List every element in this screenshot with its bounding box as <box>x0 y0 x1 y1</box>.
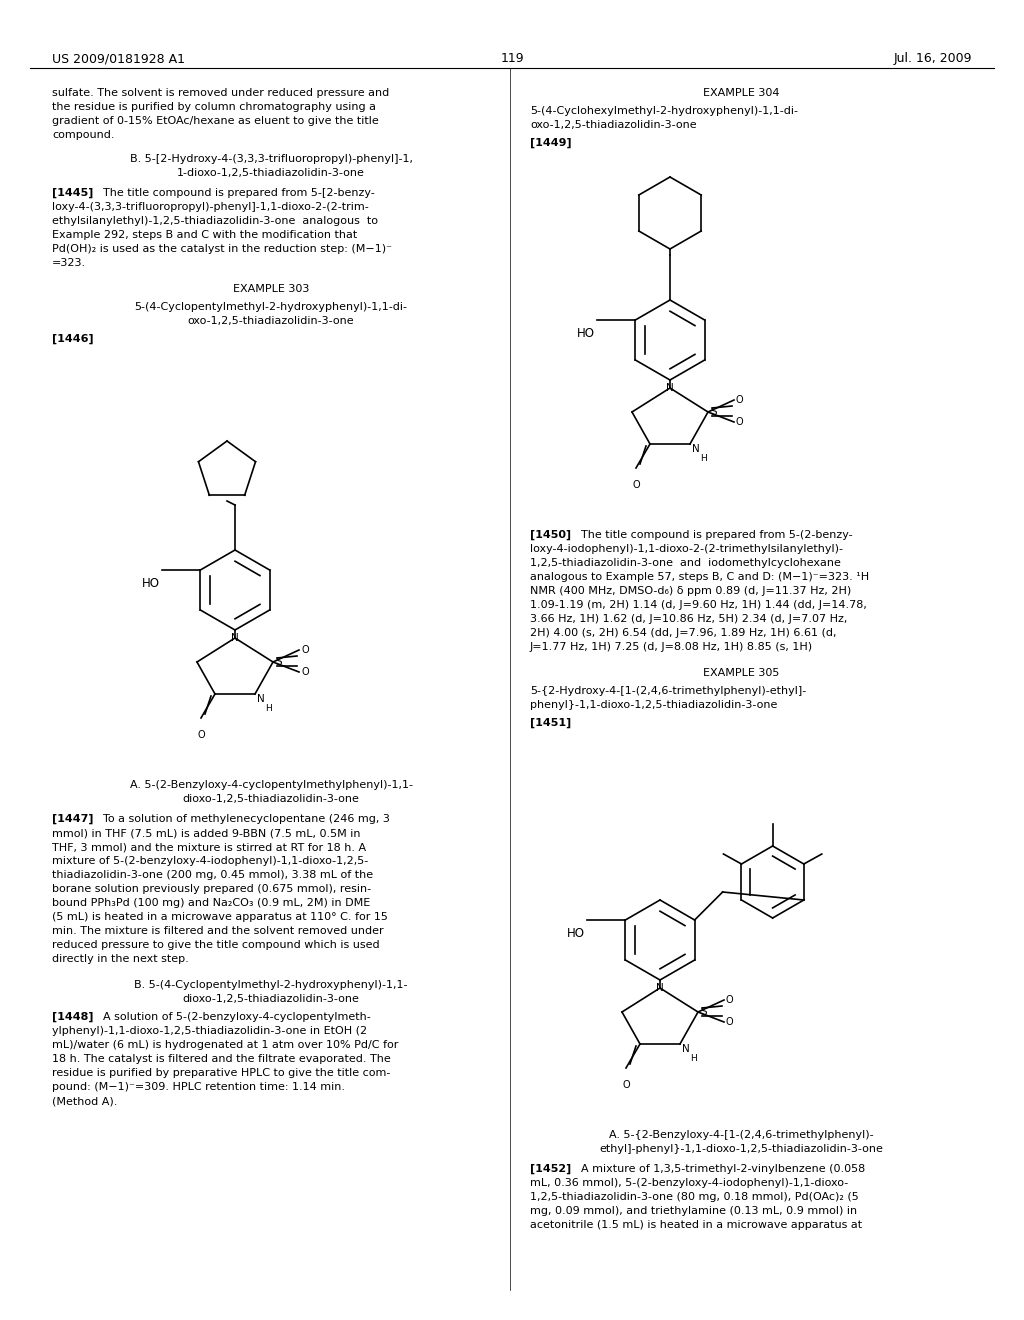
Text: Jul. 16, 2009: Jul. 16, 2009 <box>894 51 972 65</box>
Text: HO: HO <box>578 327 595 341</box>
Text: O: O <box>736 395 743 405</box>
Text: mmol) in THF (7.5 mL) is added 9-BBN (7.5 mL, 0.5M in: mmol) in THF (7.5 mL) is added 9-BBN (7.… <box>52 828 360 838</box>
Text: THF, 3 mmol) and the mixture is stirred at RT for 18 h. A: THF, 3 mmol) and the mixture is stirred … <box>52 842 367 851</box>
Text: 1-dioxo-1,2,5-thiadiazolidin-3-one: 1-dioxo-1,2,5-thiadiazolidin-3-one <box>177 168 365 178</box>
Text: oxo-1,2,5-thiadiazolidin-3-one: oxo-1,2,5-thiadiazolidin-3-one <box>187 315 354 326</box>
Text: J=1.77 Hz, 1H) 7.25 (d, J=8.08 Hz, 1H) 8.85 (s, 1H): J=1.77 Hz, 1H) 7.25 (d, J=8.08 Hz, 1H) 8… <box>530 642 813 652</box>
Text: analogous to Example 57, steps B, C and D: (M−1)⁻=323. ¹H: analogous to Example 57, steps B, C and … <box>530 572 869 582</box>
Text: pound: (M−1)⁻=309. HPLC retention time: 1.14 min.: pound: (M−1)⁻=309. HPLC retention time: … <box>52 1082 345 1092</box>
Text: N: N <box>667 383 674 393</box>
Text: [1448]: [1448] <box>52 1012 93 1022</box>
Text: 5-(4-Cyclopentylmethyl-2-hydroxyphenyl)-1,1-di-: 5-(4-Cyclopentylmethyl-2-hydroxyphenyl)-… <box>134 302 408 312</box>
Text: borane solution previously prepared (0.675 mmol), resin-: borane solution previously prepared (0.6… <box>52 884 371 894</box>
Text: US 2009/0181928 A1: US 2009/0181928 A1 <box>52 51 185 65</box>
Text: O: O <box>726 1016 733 1027</box>
Text: N: N <box>692 444 699 454</box>
Text: Pd(OH)₂ is used as the catalyst in the reduction step: (M−1)⁻: Pd(OH)₂ is used as the catalyst in the r… <box>52 244 392 253</box>
Text: reduced pressure to give the title compound which is used: reduced pressure to give the title compo… <box>52 940 380 950</box>
Text: HO: HO <box>142 577 161 590</box>
Text: =323.: =323. <box>52 257 86 268</box>
Text: EXAMPLE 304: EXAMPLE 304 <box>702 88 779 98</box>
Text: A solution of 5-(2-benzyloxy-4-cyclopentylmeth-: A solution of 5-(2-benzyloxy-4-cyclopent… <box>103 1012 371 1022</box>
Text: S: S <box>275 657 282 667</box>
Text: Example 292, steps B and C with the modification that: Example 292, steps B and C with the modi… <box>52 230 357 240</box>
Text: B. 5-[2-Hydroxy-4-(3,3,3-trifluoropropyl)-phenyl]-1,: B. 5-[2-Hydroxy-4-(3,3,3-trifluoropropyl… <box>129 154 413 164</box>
Text: [1451]: [1451] <box>530 718 571 729</box>
Text: O: O <box>726 995 733 1005</box>
Text: thiadiazolidin-3-one (200 mg, 0.45 mmol), 3.38 mL of the: thiadiazolidin-3-one (200 mg, 0.45 mmol)… <box>52 870 373 880</box>
Text: A. 5-(2-Benzyloxy-4-cyclopentylmethylphenyl)-1,1-: A. 5-(2-Benzyloxy-4-cyclopentylmethylphe… <box>129 780 413 789</box>
Text: O: O <box>736 417 743 426</box>
Text: 1,2,5-thiadiazolidin-3-one (80 mg, 0.18 mmol), Pd(OAc)₂ (5: 1,2,5-thiadiazolidin-3-one (80 mg, 0.18 … <box>530 1192 859 1203</box>
Text: 3.66 Hz, 1H) 1.62 (d, J=10.86 Hz, 5H) 2.34 (d, J=7.07 Hz,: 3.66 Hz, 1H) 1.62 (d, J=10.86 Hz, 5H) 2.… <box>530 614 848 624</box>
Text: sulfate. The solvent is removed under reduced pressure and: sulfate. The solvent is removed under re… <box>52 88 389 98</box>
Text: A. 5-{2-Benzyloxy-4-[1-(2,4,6-trimethylphenyl)-: A. 5-{2-Benzyloxy-4-[1-(2,4,6-trimethylp… <box>608 1130 873 1140</box>
Text: S: S <box>710 407 717 417</box>
Text: [1450]: [1450] <box>530 531 571 540</box>
Text: min. The mixture is filtered and the solvent removed under: min. The mixture is filtered and the sol… <box>52 927 384 936</box>
Text: [1447]: [1447] <box>52 814 93 824</box>
Text: H: H <box>690 1053 696 1063</box>
Text: The title compound is prepared from 5-(2-benzy-: The title compound is prepared from 5-(2… <box>581 531 853 540</box>
Text: bound PPh₃Pd (100 mg) and Na₂CO₃ (0.9 mL, 2M) in DME: bound PPh₃Pd (100 mg) and Na₂CO₃ (0.9 mL… <box>52 898 371 908</box>
Text: N: N <box>231 634 239 643</box>
Text: [1446]: [1446] <box>52 334 93 345</box>
Text: oxo-1,2,5-thiadiazolidin-3-one: oxo-1,2,5-thiadiazolidin-3-one <box>530 120 696 129</box>
Text: O: O <box>632 480 640 490</box>
Text: H: H <box>700 454 707 463</box>
Text: 1,2,5-thiadiazolidin-3-one  and  iodomethylcyclohexane: 1,2,5-thiadiazolidin-3-one and iodomethy… <box>530 558 841 568</box>
Text: 5-(4-Cyclohexylmethyl-2-hydroxyphenyl)-1,1-di-: 5-(4-Cyclohexylmethyl-2-hydroxyphenyl)-1… <box>530 106 798 116</box>
Text: gradient of 0-15% EtOAc/hexane as eluent to give the title: gradient of 0-15% EtOAc/hexane as eluent… <box>52 116 379 125</box>
Text: N: N <box>682 1044 690 1053</box>
Text: dioxo-1,2,5-thiadiazolidin-3-one: dioxo-1,2,5-thiadiazolidin-3-one <box>182 994 359 1005</box>
Text: [1445]: [1445] <box>52 187 93 198</box>
Text: 5-{2-Hydroxy-4-[1-(2,4,6-trimethylphenyl)-ethyl]-: 5-{2-Hydroxy-4-[1-(2,4,6-trimethylphenyl… <box>530 686 806 696</box>
Text: NMR (400 MHz, DMSO-d₆) δ ppm 0.89 (d, J=11.37 Hz, 2H): NMR (400 MHz, DMSO-d₆) δ ppm 0.89 (d, J=… <box>530 586 851 597</box>
Text: ylphenyl)-1,1-dioxo-1,2,5-thiadiazolidin-3-one in EtOH (2: ylphenyl)-1,1-dioxo-1,2,5-thiadiazolidin… <box>52 1026 368 1036</box>
Text: loxy-4-(3,3,3-trifluoropropyl)-phenyl]-1,1-dioxo-2-(2-trim-: loxy-4-(3,3,3-trifluoropropyl)-phenyl]-1… <box>52 202 369 213</box>
Text: phenyl}-1,1-dioxo-1,2,5-thiadiazolidin-3-one: phenyl}-1,1-dioxo-1,2,5-thiadiazolidin-3… <box>530 700 777 710</box>
Text: HO: HO <box>567 927 586 940</box>
Text: EXAMPLE 305: EXAMPLE 305 <box>702 668 779 678</box>
Text: acetonitrile (1.5 mL) is heated in a microwave apparatus at: acetonitrile (1.5 mL) is heated in a mic… <box>530 1220 862 1230</box>
Text: ethyl]-phenyl}-1,1-dioxo-1,2,5-thiadiazolidin-3-one: ethyl]-phenyl}-1,1-dioxo-1,2,5-thiadiazo… <box>599 1144 883 1154</box>
Text: ethylsilanylethyl)-1,2,5-thiadiazolidin-3-one  analogous  to: ethylsilanylethyl)-1,2,5-thiadiazolidin-… <box>52 216 378 226</box>
Text: O: O <box>623 1080 630 1090</box>
Text: the residue is purified by column chromatography using a: the residue is purified by column chroma… <box>52 102 376 112</box>
Text: mL, 0.36 mmol), 5-(2-benzyloxy-4-iodophenyl)-1,1-dioxo-: mL, 0.36 mmol), 5-(2-benzyloxy-4-iodophe… <box>530 1177 848 1188</box>
Text: O: O <box>301 645 308 655</box>
Text: 18 h. The catalyst is filtered and the filtrate evaporated. The: 18 h. The catalyst is filtered and the f… <box>52 1053 391 1064</box>
Text: compound.: compound. <box>52 129 115 140</box>
Text: 119: 119 <box>500 51 524 65</box>
Text: directly in the next step.: directly in the next step. <box>52 954 188 964</box>
Text: S: S <box>700 1007 707 1016</box>
Text: To a solution of methylenecyclopentane (246 mg, 3: To a solution of methylenecyclopentane (… <box>103 814 390 824</box>
Text: B. 5-(4-Cyclopentylmethyl-2-hydroxyphenyl)-1,1-: B. 5-(4-Cyclopentylmethyl-2-hydroxypheny… <box>134 979 408 990</box>
Text: loxy-4-iodophenyl)-1,1-dioxo-2-(2-trimethylsilanylethyl)-: loxy-4-iodophenyl)-1,1-dioxo-2-(2-trimet… <box>530 544 843 554</box>
Text: residue is purified by preparative HPLC to give the title com-: residue is purified by preparative HPLC … <box>52 1068 390 1078</box>
Text: 1.09-1.19 (m, 2H) 1.14 (d, J=9.60 Hz, 1H) 1.44 (dd, J=14.78,: 1.09-1.19 (m, 2H) 1.14 (d, J=9.60 Hz, 1H… <box>530 601 867 610</box>
Text: (5 mL) is heated in a microwave apparatus at 110° C. for 15: (5 mL) is heated in a microwave apparatu… <box>52 912 388 921</box>
Text: mg, 0.09 mmol), and triethylamine (0.13 mL, 0.9 mmol) in: mg, 0.09 mmol), and triethylamine (0.13 … <box>530 1206 857 1216</box>
Text: H: H <box>265 704 271 713</box>
Text: A mixture of 1,3,5-trimethyl-2-vinylbenzene (0.058: A mixture of 1,3,5-trimethyl-2-vinylbenz… <box>581 1164 865 1173</box>
Text: O: O <box>301 667 308 677</box>
Text: EXAMPLE 303: EXAMPLE 303 <box>232 284 309 294</box>
Text: [1449]: [1449] <box>530 139 571 148</box>
Text: O: O <box>198 730 205 741</box>
Text: N: N <box>656 983 664 993</box>
Text: (Method A).: (Method A). <box>52 1096 118 1106</box>
Text: dioxo-1,2,5-thiadiazolidin-3-one: dioxo-1,2,5-thiadiazolidin-3-one <box>182 795 359 804</box>
Text: mixture of 5-(2-benzyloxy-4-iodophenyl)-1,1-dioxo-1,2,5-: mixture of 5-(2-benzyloxy-4-iodophenyl)-… <box>52 855 369 866</box>
Text: [1452]: [1452] <box>530 1164 571 1175</box>
Text: mL)/water (6 mL) is hydrogenated at 1 atm over 10% Pd/C for: mL)/water (6 mL) is hydrogenated at 1 at… <box>52 1040 398 1049</box>
Text: The title compound is prepared from 5-[2-benzy-: The title compound is prepared from 5-[2… <box>103 187 375 198</box>
Text: N: N <box>257 694 265 704</box>
Text: 2H) 4.00 (s, 2H) 6.54 (dd, J=7.96, 1.89 Hz, 1H) 6.61 (d,: 2H) 4.00 (s, 2H) 6.54 (dd, J=7.96, 1.89 … <box>530 628 837 638</box>
